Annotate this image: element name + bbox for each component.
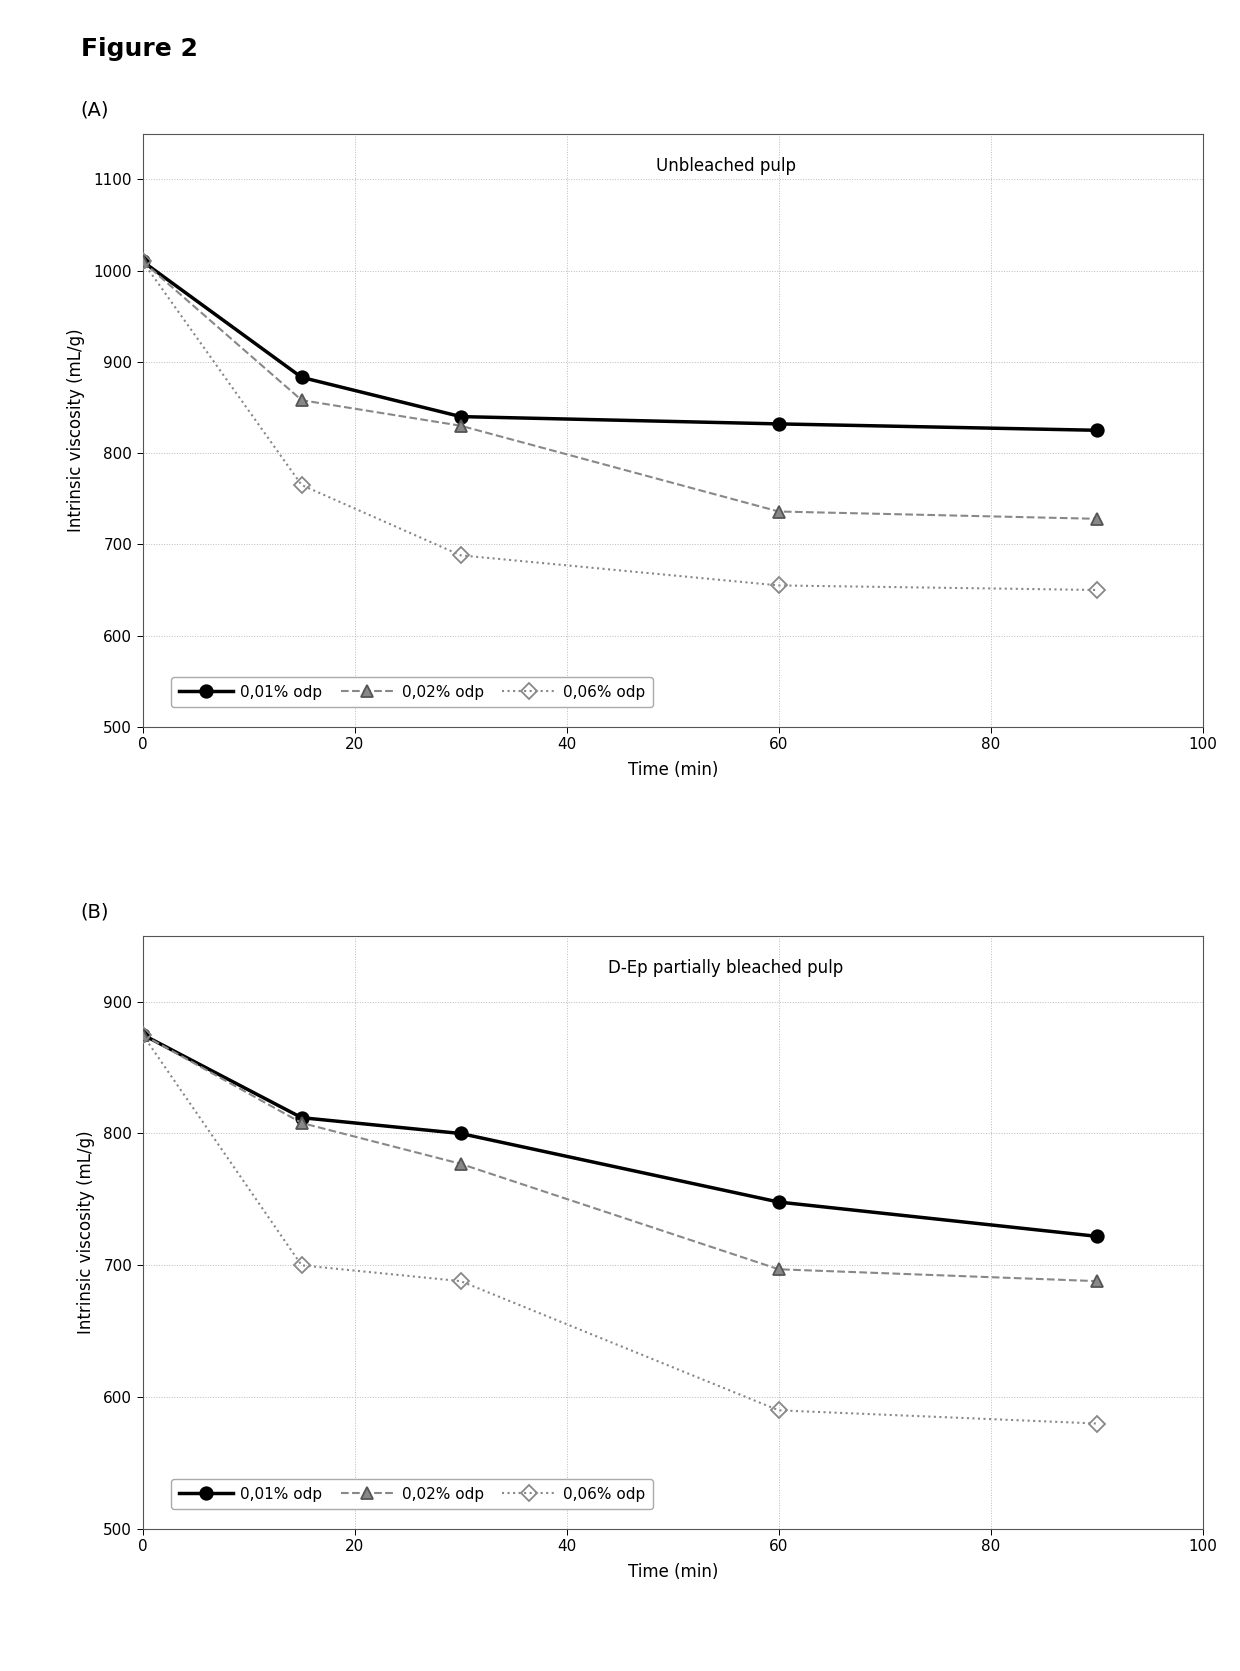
Y-axis label: Intrinsic viscosity (mL/g): Intrinsic viscosity (mL/g) <box>77 1131 94 1333</box>
Text: (A): (A) <box>81 100 109 119</box>
Y-axis label: Intrinsic viscosity (mL/g): Intrinsic viscosity (mL/g) <box>67 329 86 531</box>
Legend: 0,01% odp, 0,02% odp, 0,06% odp: 0,01% odp, 0,02% odp, 0,06% odp <box>171 677 653 707</box>
Text: Unbleached pulp: Unbleached pulp <box>656 157 796 175</box>
Text: (B): (B) <box>81 902 109 921</box>
Text: Figure 2: Figure 2 <box>81 37 197 60</box>
Legend: 0,01% odp, 0,02% odp, 0,06% odp: 0,01% odp, 0,02% odp, 0,06% odp <box>171 1479 653 1509</box>
Text: D-Ep partially bleached pulp: D-Ep partially bleached pulp <box>608 959 843 978</box>
X-axis label: Time (min): Time (min) <box>627 1562 718 1581</box>
X-axis label: Time (min): Time (min) <box>627 760 718 779</box>
